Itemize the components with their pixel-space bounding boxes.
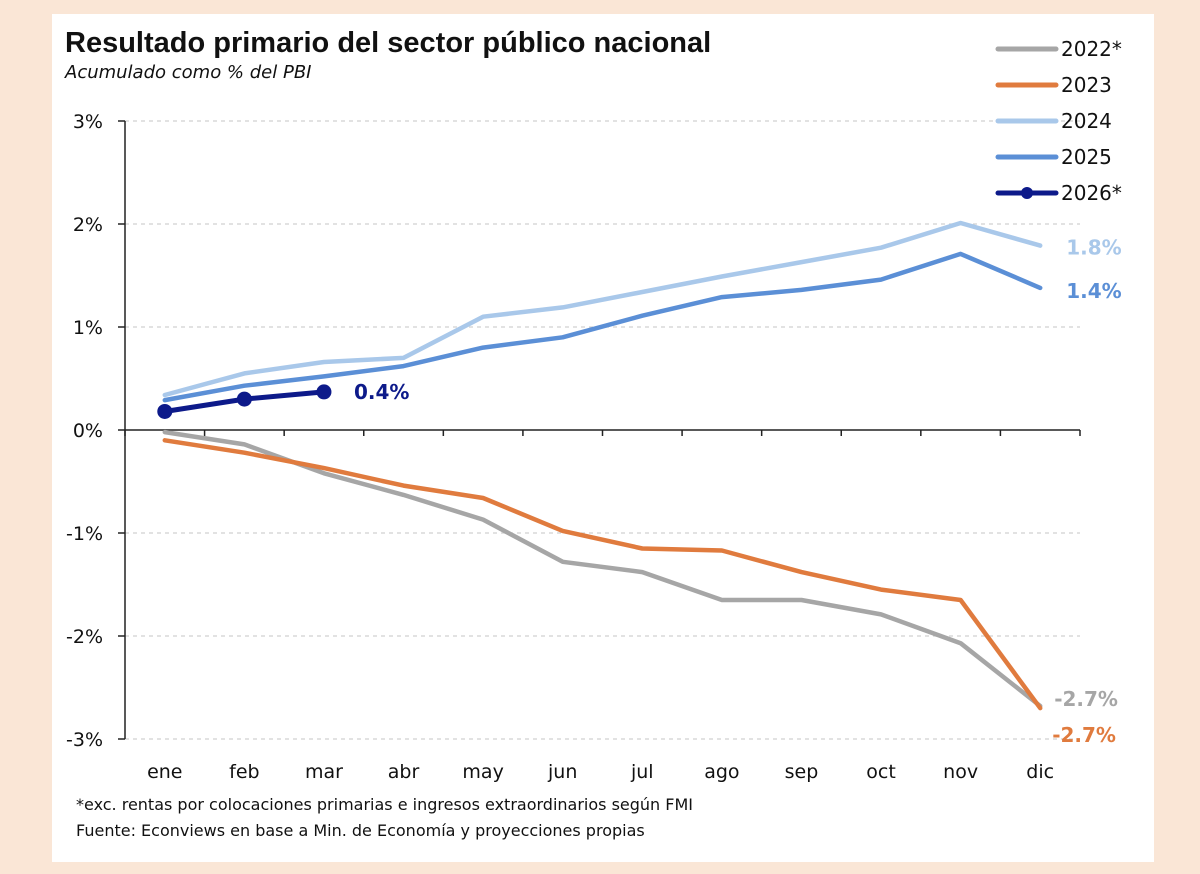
series-line-2022: [162, 429, 1043, 709]
x-tick-label: jul: [630, 761, 654, 783]
end-label-2026: 0.4%: [354, 380, 409, 404]
footnote-source: Fuente: Econviews en base a Min. de Econ…: [76, 821, 645, 840]
end-labels: -2.7% -2.7% 1.8% 1.4% 0.4%: [354, 236, 1122, 747]
x-tick-label: ene: [147, 761, 182, 783]
axes: 3% 2% 1% 0% -1% -2% -3% ene feb mar abr may jun jul ag…: [66, 111, 1081, 783]
x-tick-label: dic: [1026, 761, 1054, 783]
x-tick-label: abr: [388, 761, 420, 783]
y-tick-label: -2%: [66, 626, 103, 648]
chart-subtitle: Acumulado como % del PBI: [64, 62, 312, 83]
footnote-exclusions: *exc. rentas por colocaciones primarias …: [76, 795, 693, 814]
series-lines: [157, 220, 1043, 711]
y-tick-label: 3%: [73, 111, 103, 133]
chart-card: Resultado primario del sector público na…: [52, 14, 1154, 862]
end-label-2025: 1.4%: [1066, 279, 1121, 303]
x-tick-label: feb: [229, 761, 259, 783]
x-tick-label: oct: [866, 761, 896, 783]
data-point-2026: [236, 391, 252, 407]
y-tick-label: 1%: [73, 317, 103, 339]
chart: Resultado primario del sector público na…: [64, 27, 1122, 840]
x-tick-label: jun: [547, 761, 577, 783]
end-label-2023: -2.7%: [1052, 723, 1116, 747]
x-tick-label: sep: [785, 761, 819, 783]
legend-label: 2024: [1061, 109, 1112, 133]
x-tick-label: may: [462, 761, 503, 783]
end-label-2022: -2.7%: [1054, 687, 1118, 711]
legend-label: 2023: [1061, 73, 1112, 97]
series-line-2023: [162, 438, 1043, 711]
y-tick-label: 2%: [73, 214, 103, 236]
x-tick-label: mar: [305, 761, 343, 783]
data-point-2026: [316, 384, 332, 400]
y-tick-label: 0%: [73, 420, 103, 442]
end-label-2024: 1.8%: [1066, 236, 1121, 260]
legend-label: 2022*: [1061, 37, 1122, 61]
x-tick-label: ago: [704, 761, 739, 783]
x-tick-label: nov: [943, 761, 978, 783]
legend-label: 2025: [1061, 145, 1112, 169]
data-point-2026: [157, 403, 173, 419]
legend-marker: [1021, 187, 1033, 199]
legend-label: 2026*: [1061, 181, 1122, 205]
y-tick-label: -3%: [66, 729, 103, 751]
y-tick-label: -1%: [66, 523, 103, 545]
gridlines: [125, 120, 1080, 740]
series-line-2024: [162, 220, 1043, 398]
legend: 2022* 2023 2024 2025 2026*: [995, 37, 1122, 205]
chart-title: Resultado primario del sector público na…: [65, 27, 711, 59]
series-line-2025: [162, 251, 1043, 403]
